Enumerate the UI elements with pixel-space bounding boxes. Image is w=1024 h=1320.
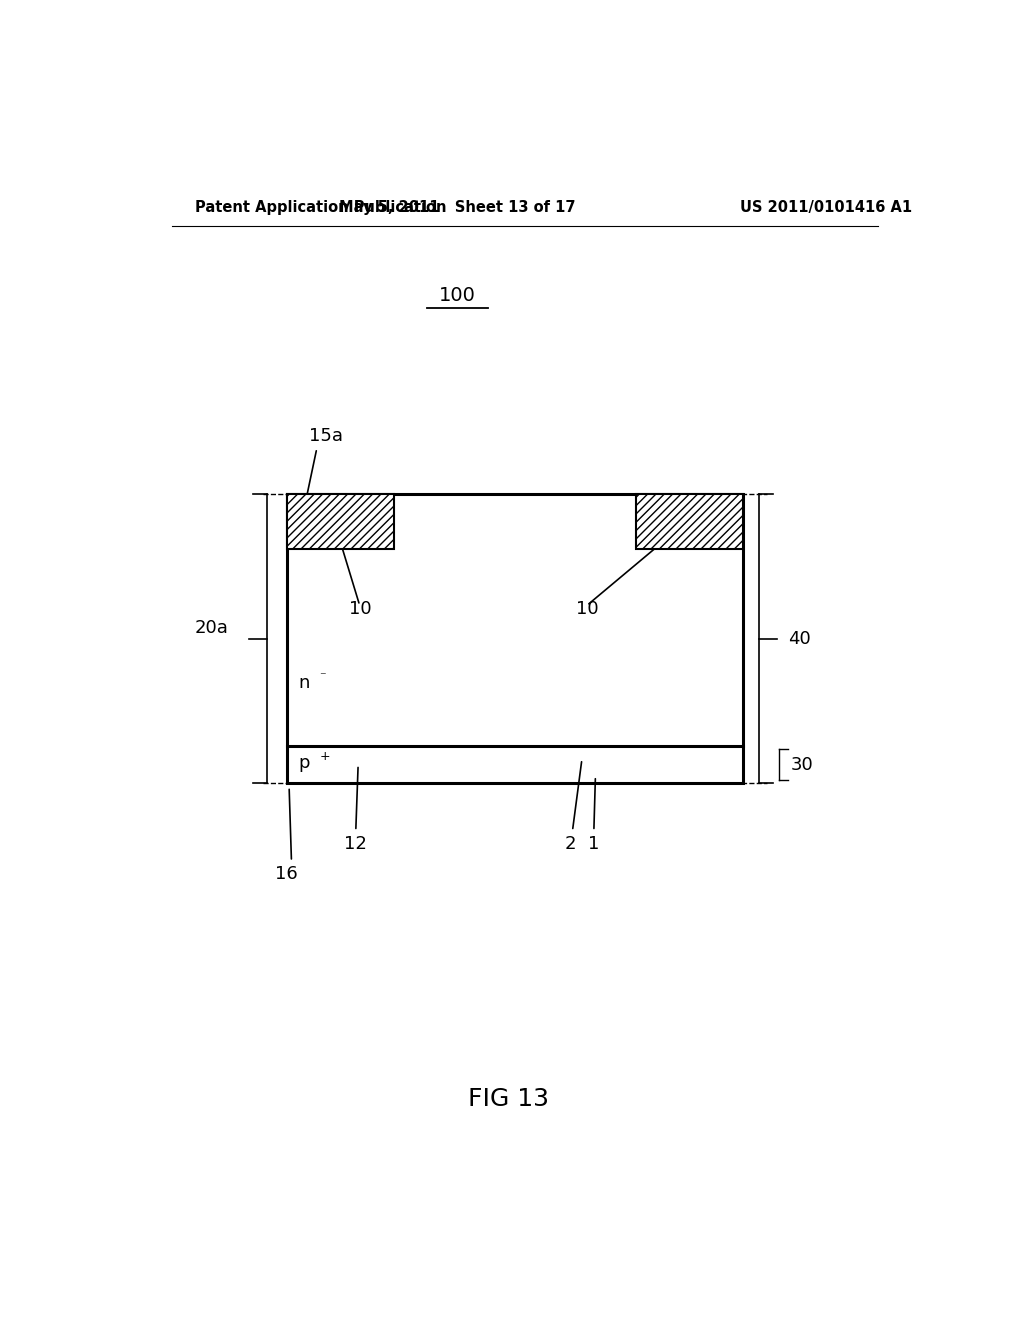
Text: Patent Application Publication: Patent Application Publication	[196, 199, 446, 215]
Bar	[287, 494, 743, 784]
Text: p: p	[299, 754, 310, 772]
Text: May 5, 2011   Sheet 13 of 17: May 5, 2011 Sheet 13 of 17	[339, 199, 575, 215]
Text: 30: 30	[791, 755, 813, 774]
Text: 40: 40	[788, 630, 811, 648]
Text: 1: 1	[588, 836, 599, 854]
Text: 10: 10	[577, 599, 599, 618]
Text: n: n	[299, 673, 310, 692]
Bar	[636, 494, 743, 549]
Text: 2: 2	[565, 836, 577, 854]
Text: 20a: 20a	[195, 619, 228, 638]
Text: 12: 12	[344, 836, 368, 854]
Text: 16: 16	[275, 865, 298, 883]
Text: US 2011/0101416 A1: US 2011/0101416 A1	[740, 199, 912, 215]
Text: 15a: 15a	[309, 428, 343, 445]
Text: 100: 100	[439, 286, 476, 305]
Text: +: +	[319, 750, 330, 763]
Text: 10: 10	[348, 599, 372, 618]
Bar	[287, 494, 394, 549]
Text: ⁻: ⁻	[319, 671, 326, 684]
Text: FIG 13: FIG 13	[468, 1086, 550, 1110]
